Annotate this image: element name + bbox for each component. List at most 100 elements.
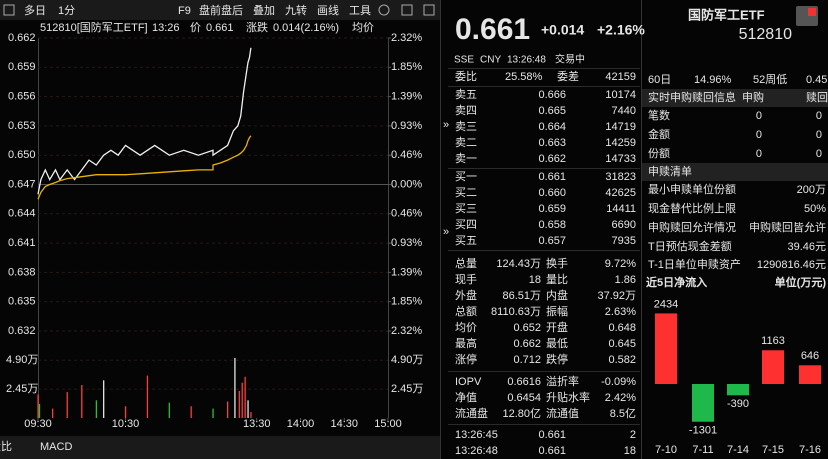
volume-bar bbox=[190, 406, 192, 418]
security-code: 512810 bbox=[739, 26, 792, 43]
volume-bar bbox=[81, 385, 83, 418]
flow-bar bbox=[692, 384, 714, 422]
chart-title: 512810[国防军工ETF] bbox=[40, 20, 148, 34]
row-value: 200万 bbox=[797, 184, 826, 196]
asks-volume: 10174 bbox=[605, 89, 636, 101]
stat-label: 跌停 bbox=[546, 352, 568, 366]
asks-price: 0.663 bbox=[538, 137, 566, 149]
flow-value-label: -1301 bbox=[689, 425, 717, 437]
y2-tick-label: 1.39% bbox=[391, 266, 422, 278]
settings-icon[interactable] bbox=[378, 4, 390, 16]
quote-meta: 13:26:48 bbox=[507, 55, 546, 66]
toolbar-button[interactable]: 盘前盘后 bbox=[199, 3, 243, 17]
stat-value: 0.662 bbox=[513, 338, 541, 350]
stat-value: 0.6454 bbox=[507, 392, 541, 404]
flow-date-label: 7-11 bbox=[692, 444, 713, 456]
stat-value: 9.72% bbox=[605, 258, 636, 270]
toolbar-button[interactable]: 九转 bbox=[285, 3, 307, 17]
volume-bar bbox=[212, 408, 214, 418]
section-header-bg bbox=[642, 163, 828, 181]
section-header-bg bbox=[642, 89, 828, 107]
row-label: 笔数 bbox=[648, 108, 670, 122]
y2-tick-label: 0.00% bbox=[391, 178, 422, 190]
flow-date-label: 7-14 bbox=[727, 444, 749, 456]
stat-label: 升贴水率 bbox=[546, 390, 590, 404]
x-tick-label: 09:30 bbox=[24, 418, 52, 430]
bids-level: 买三 bbox=[455, 202, 477, 215]
stat-label: 内盘 bbox=[546, 288, 568, 302]
price-label: 价 bbox=[190, 21, 201, 34]
volume-bar bbox=[38, 403, 41, 418]
toolbar-button[interactable]: 多日 bbox=[24, 3, 46, 17]
stat-value: 37.92万 bbox=[597, 290, 636, 302]
menu-icon[interactable] bbox=[3, 4, 15, 16]
window-icon[interactable] bbox=[401, 4, 413, 16]
row-label: 份额 bbox=[648, 147, 670, 160]
volume-bar bbox=[66, 392, 68, 418]
stat-label: 涨停 bbox=[455, 352, 477, 366]
toolbar-button[interactable]: 1分 bbox=[58, 4, 75, 17]
row-value: 申购赎回皆允许 bbox=[749, 220, 826, 234]
asks-level: 卖五 bbox=[455, 88, 477, 101]
period-stat: 0.45 bbox=[806, 74, 827, 86]
y2-tick-label: 0.46% bbox=[391, 149, 422, 161]
separators bbox=[448, 68, 640, 425]
y-tick-label: 0.641 bbox=[8, 237, 36, 249]
row-label: 金额 bbox=[648, 127, 670, 141]
volume-tick-label: 2.45万 bbox=[6, 383, 38, 395]
expand-arrow[interactable]: » bbox=[443, 226, 449, 238]
flow-value-label: -390 bbox=[727, 398, 749, 410]
y2-tick-label: 0.46% bbox=[391, 208, 422, 220]
toolbar-button[interactable]: 叠加 bbox=[253, 4, 275, 17]
asks-volume: 14733 bbox=[605, 153, 636, 165]
price-value: 0.661 bbox=[206, 22, 234, 34]
toolbar-button[interactable]: 画线 bbox=[317, 3, 339, 17]
flow-value-label: 2434 bbox=[654, 298, 678, 310]
toolbar-button[interactable]: 工具 bbox=[349, 4, 371, 17]
volume-bar bbox=[250, 412, 252, 418]
security-name: 国防军工ETF bbox=[688, 7, 765, 22]
row-value: 0 bbox=[816, 148, 822, 160]
flow-bar bbox=[727, 384, 749, 396]
expand-arrow[interactable]: » bbox=[443, 119, 449, 131]
volume-bar bbox=[124, 406, 127, 418]
stat-label: 量比 bbox=[546, 273, 568, 286]
period-stat: 60日 bbox=[648, 74, 671, 86]
bids-level: 买四 bbox=[455, 218, 477, 231]
stat-label: 外盘 bbox=[455, 288, 477, 302]
window-icon[interactable] bbox=[423, 4, 435, 16]
flow-date-label: 7-10 bbox=[655, 444, 677, 456]
flow-value-label: 646 bbox=[801, 350, 819, 362]
row-value: 0 bbox=[756, 129, 762, 141]
stat-value: 2.63% bbox=[605, 306, 636, 318]
flow-date-label: 7-15 bbox=[762, 444, 784, 456]
y-tick-label: 0.653 bbox=[8, 120, 36, 132]
x-tick-label: 10:30 bbox=[112, 418, 140, 430]
asks-volume: 7440 bbox=[612, 105, 636, 117]
row-value: 0 bbox=[756, 148, 762, 160]
stat-value: 124.43万 bbox=[496, 258, 541, 270]
volume-bar bbox=[226, 401, 229, 418]
flow-bar bbox=[655, 313, 677, 384]
tab[interactable]: MACD bbox=[40, 441, 72, 453]
asks-price: 0.666 bbox=[538, 89, 566, 101]
volume-bar bbox=[234, 357, 236, 418]
stat-value: 1.86 bbox=[615, 274, 636, 286]
diff-value: 42159 bbox=[605, 71, 636, 83]
stat-label: 最高 bbox=[455, 336, 477, 350]
volume-bar bbox=[241, 382, 243, 418]
toolbar-button[interactable]: F9 bbox=[178, 5, 191, 17]
asks-level: 卖四 bbox=[455, 104, 477, 117]
stat-label: 总量 bbox=[455, 256, 477, 270]
bids-level: 买五 bbox=[455, 234, 477, 247]
volume-tick-label: 2.45万 bbox=[391, 383, 423, 395]
change: +0.014 bbox=[541, 22, 584, 38]
y-tick-label: 0.644 bbox=[8, 208, 36, 220]
volume-bar bbox=[103, 380, 105, 418]
flow-date-label: 7-16 bbox=[799, 444, 821, 456]
ratio-label: 委比 bbox=[455, 70, 477, 83]
tab[interactable]: 量比 bbox=[0, 440, 12, 453]
toolbar-bg bbox=[0, 0, 440, 20]
